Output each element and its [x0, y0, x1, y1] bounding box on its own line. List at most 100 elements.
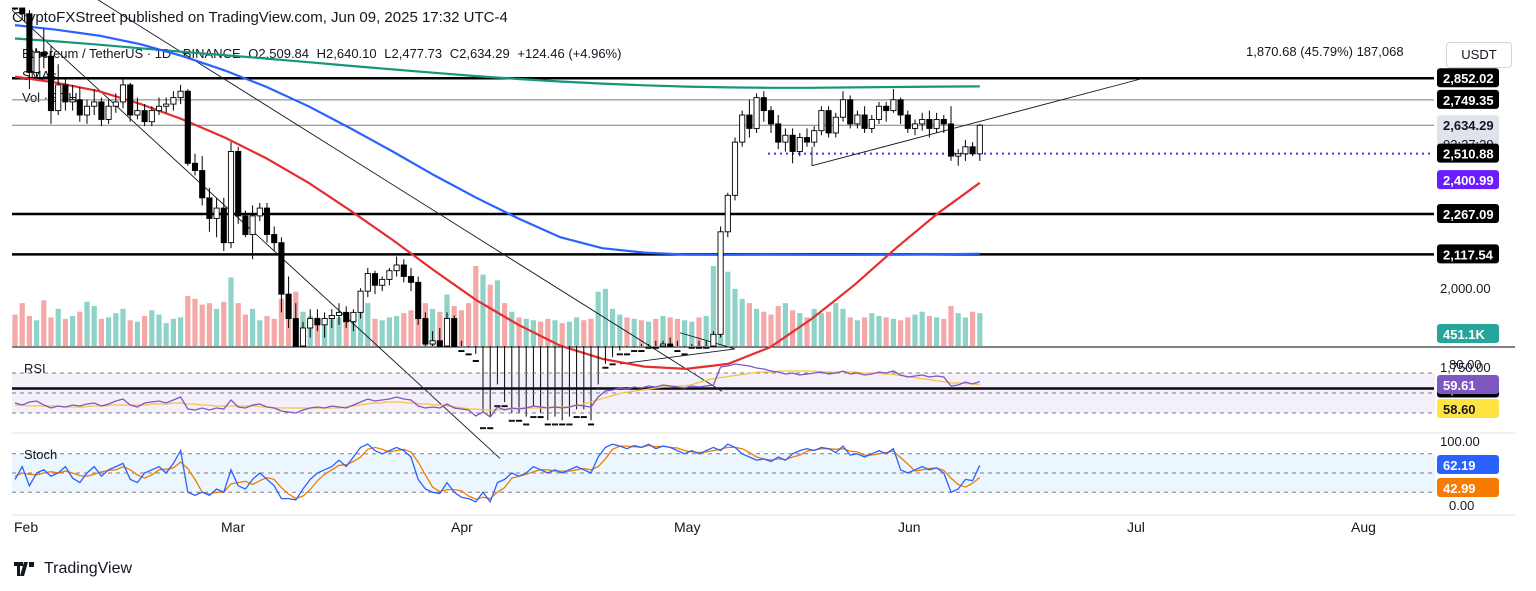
time-tick-label: Apr [451, 519, 473, 535]
candle-body [566, 423, 573, 426]
candle-body [573, 416, 580, 419]
candle-body [875, 105, 883, 120]
candle-body [479, 427, 487, 430]
volume-bar [264, 316, 270, 346]
candle-body [487, 427, 494, 430]
candle-body [904, 114, 911, 129]
currency-button[interactable]: USDT [1446, 42, 1512, 68]
volume-bar [854, 320, 860, 346]
candle-body [645, 346, 652, 349]
candle-body [933, 119, 940, 129]
volume-bar [905, 317, 911, 346]
volume-value-label: 451.1K [1437, 324, 1499, 343]
candle-body [148, 110, 155, 123]
candle-body [429, 340, 436, 345]
candle-body [962, 146, 969, 155]
axis-price-text: 2,634.29 [1443, 118, 1494, 133]
volume-bar [566, 321, 572, 346]
candle-body [19, 7, 26, 15]
volume-bar [55, 308, 61, 346]
stoch-k-line [14, 443, 981, 504]
volume-bar [185, 296, 191, 346]
volume-bar [523, 318, 529, 346]
volume-bar [206, 303, 212, 346]
stoch-label[interactable]: Stoch [24, 447, 58, 462]
time-tick-label: Feb [14, 519, 38, 535]
candle-body [681, 353, 688, 356]
volume-bar [178, 317, 184, 346]
volume-bar [77, 311, 83, 346]
volume-bar [199, 304, 205, 346]
volume-bar [430, 308, 436, 346]
axis-price-tag [1437, 170, 1499, 190]
moving-averages [14, 24, 981, 371]
price-label: 2,852.02 [1437, 68, 1499, 88]
volume-bar [710, 266, 716, 346]
volume-bar [934, 317, 940, 346]
sma-200-line [14, 37, 980, 89]
volume-bar [70, 316, 76, 346]
volume-bar [653, 318, 659, 346]
candle-body [33, 51, 40, 73]
candle-body [458, 350, 465, 353]
volume-bar [538, 321, 544, 346]
stoch-tick-label: 0.00 [1449, 498, 1474, 513]
price-label: 2,117.54 [1437, 244, 1499, 264]
candle-body [760, 97, 767, 112]
descending-trendline [97, 0, 723, 392]
volume-bar [768, 314, 774, 346]
price-label: 2,000.00 [1440, 281, 1491, 296]
volume-bar [761, 311, 767, 346]
price-label: 2,749.35 [1437, 89, 1499, 109]
rsi-label[interactable]: RSI [24, 361, 46, 376]
candle-body [523, 423, 530, 426]
candle-body [544, 423, 551, 426]
candle-body [911, 123, 919, 129]
volume-bar [62, 318, 68, 346]
candle-body [285, 293, 292, 320]
candle-body [602, 366, 609, 369]
rsi-tick-label: 80.00 [1449, 357, 1482, 372]
ohlc-change: +124.46 (+4.96%) [517, 46, 622, 61]
candle-body [559, 423, 566, 426]
candle-body [213, 207, 220, 219]
volume-bar [34, 320, 40, 346]
candle-body [357, 290, 364, 313]
axis-price-text: 2,117.54 [1443, 247, 1494, 262]
candle-body [119, 84, 127, 103]
candle-body [242, 215, 249, 235]
candle-body [919, 119, 926, 125]
volume-bar [876, 316, 882, 346]
ohlc-low: L2,477.73 [384, 46, 443, 61]
candle-body [134, 110, 141, 116]
candle-body [703, 346, 710, 349]
stoch-d-value-label: 42.99 [1437, 478, 1499, 497]
axis-price-tag [1437, 478, 1499, 497]
price-label: 1,750.00 [1440, 360, 1491, 375]
tradingview-logo[interactable]: TradingView [14, 560, 132, 578]
volume-bar [703, 316, 709, 346]
candle-body [76, 99, 83, 116]
volume-bar [595, 291, 601, 346]
candle-body [379, 278, 386, 286]
candle-body [674, 350, 681, 353]
candle-body [667, 343, 674, 347]
volume-bar [941, 318, 947, 346]
volume-bar [790, 310, 796, 346]
candle-body [767, 110, 775, 125]
axis-price-text: 2,852.02 [1443, 71, 1494, 86]
candle-body [386, 270, 393, 280]
volume-bar [862, 317, 868, 346]
volume-bar [725, 271, 731, 346]
volume-bar [797, 313, 803, 346]
candle-body [631, 350, 638, 353]
axis-price-tag [1437, 244, 1499, 264]
volume-bar [84, 301, 90, 346]
volume-bar [912, 314, 918, 346]
volume-bar [646, 321, 652, 346]
volume-bar [826, 311, 832, 346]
candle-body [393, 264, 400, 272]
volume-bar [242, 314, 248, 346]
axis-tick-label: 1,750.00 [1440, 360, 1491, 375]
